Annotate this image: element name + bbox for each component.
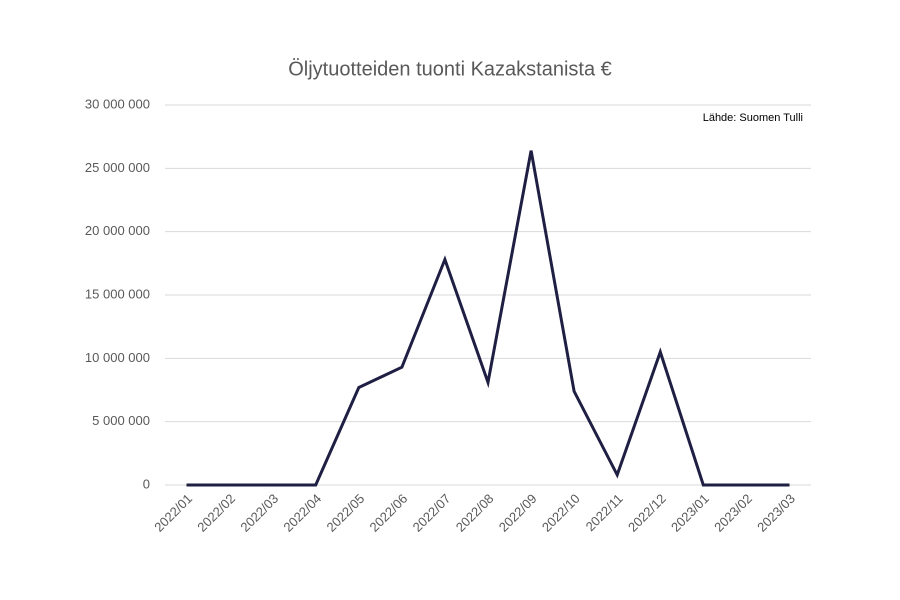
x-tick-label: 2022/08 [453, 491, 497, 535]
x-tick-label: 2022/04 [280, 491, 324, 535]
y-tick-label: 15 000 000 [85, 286, 150, 301]
y-tick-label: 30 000 000 [85, 96, 150, 111]
x-tick-label: 2023/01 [668, 491, 712, 535]
x-tick-label: 2022/09 [496, 491, 540, 535]
y-tick-label: 10 000 000 [85, 350, 150, 365]
x-tick-label: 2022/05 [324, 491, 368, 535]
chart-title: Öljytuotteiden tuonti Kazakstanista € [288, 58, 612, 80]
x-tick-label: 2022/02 [194, 491, 238, 535]
x-tick-label: 2022/03 [237, 491, 281, 535]
x-tick-label: 2022/10 [539, 491, 583, 535]
y-tick-label: 25 000 000 [85, 160, 150, 175]
data-line [186, 150, 790, 487]
x-tick-label: 2023/02 [711, 491, 755, 535]
x-tick-label: 2022/11 [583, 491, 626, 534]
x-tick-label: 2022/01 [151, 491, 195, 535]
x-tick-label: 2022/07 [410, 491, 454, 535]
x-tick-label: 2022/12 [625, 491, 669, 535]
annotation: Lähde: Suomen Tulli [703, 112, 803, 124]
x-tick-label: 2023/03 [754, 491, 798, 535]
x-tick-label: 2022/06 [367, 491, 411, 535]
y-tick-label: 5 000 000 [92, 413, 150, 428]
y-tick-label: 0 [143, 476, 150, 491]
y-tick-label: 20 000 000 [85, 223, 150, 238]
